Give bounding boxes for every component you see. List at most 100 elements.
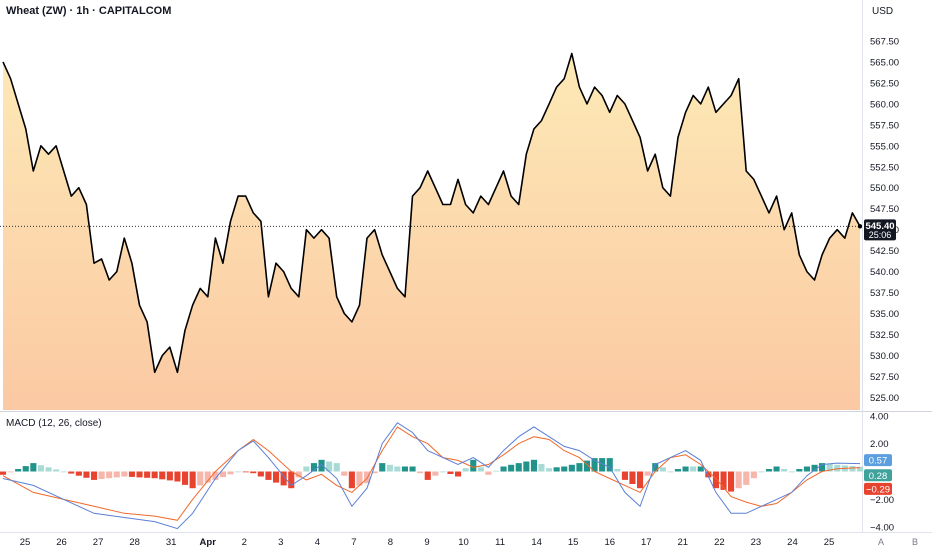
macd-histogram-bar [227, 471, 234, 475]
macd-histogram-bar [743, 471, 750, 485]
bar-countdown: 25:06 [869, 230, 892, 240]
price-tick-label: 552.50 [870, 162, 899, 173]
macd-histogram-bar [834, 464, 841, 472]
macd-histogram-bar [705, 471, 712, 478]
time-tick-label: 27 [93, 537, 104, 548]
macd-histogram-bar [583, 460, 590, 472]
macd-histogram-bar [273, 471, 280, 483]
macd-histogram-bar [295, 471, 302, 478]
price-tick-label: 562.50 [870, 78, 899, 89]
macd-histogram-bar [424, 471, 431, 480]
price-tick-label: 550.00 [870, 183, 899, 194]
macd-histogram-bar [303, 466, 310, 472]
macd-histogram-bar [781, 469, 788, 472]
macd-histogram-bar [128, 471, 135, 477]
time-tick-label: 8 [388, 537, 393, 548]
macd-histogram-bar [333, 463, 340, 472]
time-tick-label: 25 [20, 537, 31, 548]
macd-histogram-bar [386, 464, 393, 472]
last-price-value: 545.40 [865, 221, 894, 232]
macd-histogram-bar [568, 464, 575, 472]
macd-histogram-bar [849, 466, 856, 472]
macd-tick-label: 4.00 [870, 411, 889, 422]
price-tick-label: 567.50 [870, 36, 899, 47]
macd-histogram-bar [288, 471, 295, 489]
macd-histogram-bar [53, 469, 60, 472]
macd-histogram-bar [379, 463, 386, 472]
macd-histogram-bar [242, 471, 249, 473]
macd-histogram-bar [265, 471, 272, 480]
macd-histogram-bar [68, 471, 75, 474]
macd-histogram-bar [356, 471, 363, 486]
time-tick-label: 21 [678, 537, 689, 548]
time-tick-label: 15 [568, 537, 579, 548]
macd-histogram-bar [15, 469, 22, 472]
macd-histogram-bar [310, 463, 317, 472]
time-tick-label: 14 [531, 537, 542, 548]
macd-histogram-bar [803, 466, 810, 472]
chart-title: Wheat (ZW) · 1h · CAPITALCOM [6, 5, 171, 17]
button-a[interactable]: A [875, 535, 887, 547]
macd-histogram-bar [599, 458, 606, 472]
time-tick-label: 31 [166, 537, 177, 548]
macd-histogram-bar [371, 471, 378, 474]
time-tick-label: 24 [787, 537, 798, 548]
macd-histogram-bar [712, 471, 719, 489]
price-tick-label: 560.00 [870, 99, 899, 110]
macd-histogram-bar [250, 471, 257, 474]
macd-histogram-bar [166, 471, 173, 481]
macd-histogram-bar [83, 471, 90, 478]
macd-histogram-bar [788, 471, 795, 473]
macd-histogram-bar [144, 471, 151, 478]
macd-value-text: −0.29 [866, 484, 890, 495]
macd-histogram-bar [523, 461, 530, 472]
price-tick-label: 530.00 [870, 351, 899, 362]
macd-histogram-bar [697, 466, 704, 472]
time-tick-label: 4 [315, 537, 320, 548]
macd-histogram-bar [37, 465, 44, 472]
price-tick-label: 547.50 [870, 204, 899, 215]
macd-title: MACD (12, 26, close) [6, 418, 102, 429]
price-tick-label: 525.00 [870, 393, 899, 404]
macd-histogram-bar [326, 461, 333, 472]
macd-value-badge [864, 454, 892, 467]
macd-histogram-bar [75, 471, 82, 476]
macd-histogram-bar [674, 469, 681, 472]
macd-histogram-bar [432, 471, 439, 476]
macd-histogram-bar [819, 463, 826, 472]
macd-signal-line [2, 426, 861, 521]
macd-histogram-bar [151, 471, 158, 479]
macd-histogram-bar [30, 463, 37, 472]
macd-histogram-bar [796, 469, 803, 472]
macd-histogram-bar [462, 468, 469, 472]
button-b[interactable]: B [909, 535, 921, 547]
macd-histogram-bar [235, 471, 242, 473]
macd-histogram-bar [439, 471, 446, 473]
macd-histogram-bar [591, 458, 598, 472]
button-b-label: B [912, 537, 918, 547]
time-tick-label: 3 [278, 537, 283, 548]
macd-histogram-bar [637, 471, 644, 489]
macd-histogram-bar [758, 471, 765, 473]
macd-histogram-bar [538, 464, 545, 472]
time-tick-label: 10 [458, 537, 469, 548]
macd-histogram-bar [644, 471, 651, 476]
macd-histogram-bar [409, 466, 416, 472]
pane-divider [0, 0, 932, 533]
time-tick-label: 22 [714, 537, 725, 548]
macd-histogram-bar [629, 471, 636, 484]
time-tick-label: 7 [351, 537, 356, 548]
macd-histogram-bar [485, 471, 492, 475]
macd-histogram-bar [401, 466, 408, 472]
macd-histogram-bar [750, 471, 757, 479]
macd-histogram-bar [515, 463, 522, 472]
macd-histogram-bar [364, 471, 371, 484]
macd-histogram-bar [22, 466, 29, 472]
macd-histogram-bar [614, 469, 621, 472]
macd-histogram-bar [728, 471, 735, 492]
button-a-label: A [878, 537, 884, 547]
macd-histogram-bar [857, 466, 864, 472]
currency-label: USD [872, 6, 893, 17]
macd-histogram-bar [204, 471, 211, 483]
